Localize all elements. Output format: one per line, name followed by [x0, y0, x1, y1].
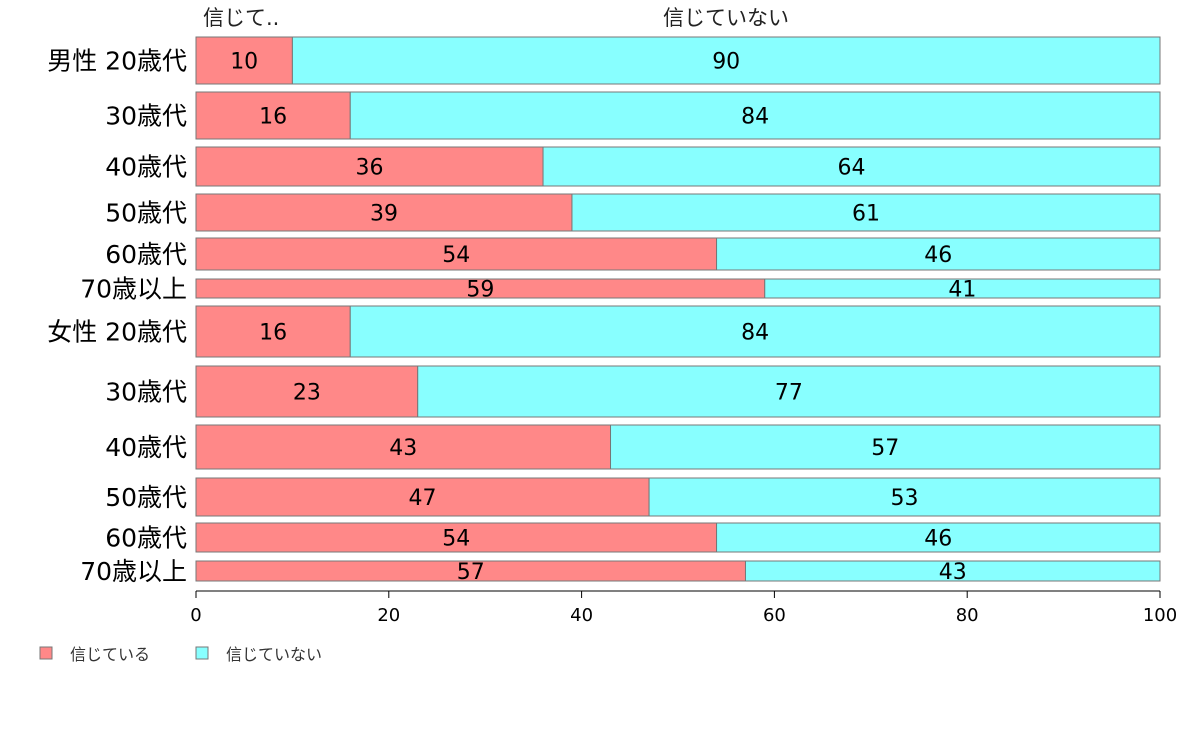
bar-value-label: 59 — [466, 278, 494, 303]
legend-label-not-believe: 信じていない — [226, 645, 322, 664]
bar-not-believe — [716, 237, 1161, 271]
bar-value-label: 46 — [924, 243, 952, 268]
category-label: 40歳代 — [105, 433, 187, 462]
bar-value-label: 16 — [259, 105, 287, 130]
x-tick-label: 20 — [377, 605, 400, 626]
bar-believe — [195, 91, 351, 140]
bar-value-label: 57 — [457, 560, 485, 585]
top-label-believe: 信じて.. — [203, 6, 279, 30]
top-labels: 信じて.. 信じていない — [203, 6, 789, 30]
x-tick-label: 80 — [956, 605, 979, 626]
bar-not-believe — [764, 278, 1161, 299]
bar-not-believe — [291, 36, 1161, 85]
x-axis: 0 20 40 60 80 100 — [190, 590, 1177, 626]
x-tick-label: 0 — [190, 605, 201, 626]
bar-believe — [195, 36, 293, 85]
bar-not-believe — [349, 305, 1161, 358]
top-label-not-believe: 信じていない — [663, 6, 789, 30]
bar-believe — [195, 305, 351, 358]
legend-swatch-not-believe — [195, 646, 209, 660]
bar-not-believe — [716, 522, 1161, 553]
x-tick-label: 100 — [1143, 605, 1177, 626]
bar-value-label: 54 — [442, 527, 470, 552]
bar-value-label: 39 — [370, 202, 398, 227]
bar-value-label: 54 — [442, 243, 470, 268]
bar-not-believe — [610, 424, 1161, 470]
x-tick-label: 60 — [763, 605, 786, 626]
category-label: 50歳代 — [105, 199, 187, 228]
bar-value-label: 90 — [712, 50, 740, 75]
category-label: 60歳代 — [105, 240, 187, 269]
bar-value-label: 16 — [259, 321, 287, 346]
bar-believe — [195, 193, 573, 232]
category-label: 70歳以上 — [80, 275, 187, 304]
category-label: 30歳代 — [105, 378, 187, 407]
x-tick-label: 40 — [570, 605, 593, 626]
bar-value-label: 53 — [891, 486, 919, 511]
bar-value-label: 36 — [356, 156, 384, 181]
bar-not-believe — [417, 365, 1161, 418]
bar-value-label: 64 — [838, 156, 866, 181]
bar-value-label: 43 — [389, 436, 417, 461]
bar-value-label: 10 — [230, 50, 258, 75]
bar-believe — [195, 365, 419, 418]
bar-value-label: 61 — [852, 202, 880, 227]
bar-not-believe — [571, 193, 1161, 232]
bar-value-label: 46 — [924, 527, 952, 552]
bar-value-label: 23 — [293, 381, 321, 406]
bar-value-label: 84 — [741, 105, 769, 130]
bar-believe — [195, 146, 544, 187]
bar-value-label: 84 — [741, 321, 769, 346]
bars: 10 90 16 84 36 64 39 61 54 46 59 41 16 84 23 77 43 57 47 53… — [195, 36, 1161, 585]
category-label: 40歳代 — [105, 153, 187, 182]
bar-not-believe — [542, 146, 1161, 187]
bar-not-believe — [744, 560, 1161, 582]
bar-value-label: 41 — [948, 278, 976, 303]
bar-not-believe — [648, 477, 1161, 517]
bar-value-label: 77 — [775, 381, 803, 406]
category-label: 50歳代 — [105, 483, 187, 512]
bar-value-label: 43 — [939, 560, 967, 585]
bar-value-label: 47 — [409, 486, 437, 511]
legend-swatch-believe — [39, 646, 53, 660]
category-label: 60歳代 — [105, 524, 187, 553]
bar-not-believe — [349, 91, 1161, 140]
category-label: 女性 20歳代 — [47, 318, 187, 347]
bar-believe — [195, 237, 718, 271]
legend: 信じている 信じていない — [39, 645, 322, 664]
bar-value-label: 57 — [871, 436, 899, 461]
legend-label-believe: 信じている — [70, 645, 150, 664]
bar-believe — [195, 477, 650, 517]
category-label: 男性 20歳代 — [47, 47, 187, 76]
category-label: 30歳代 — [105, 102, 187, 131]
category-label: 70歳以上 — [80, 557, 187, 586]
